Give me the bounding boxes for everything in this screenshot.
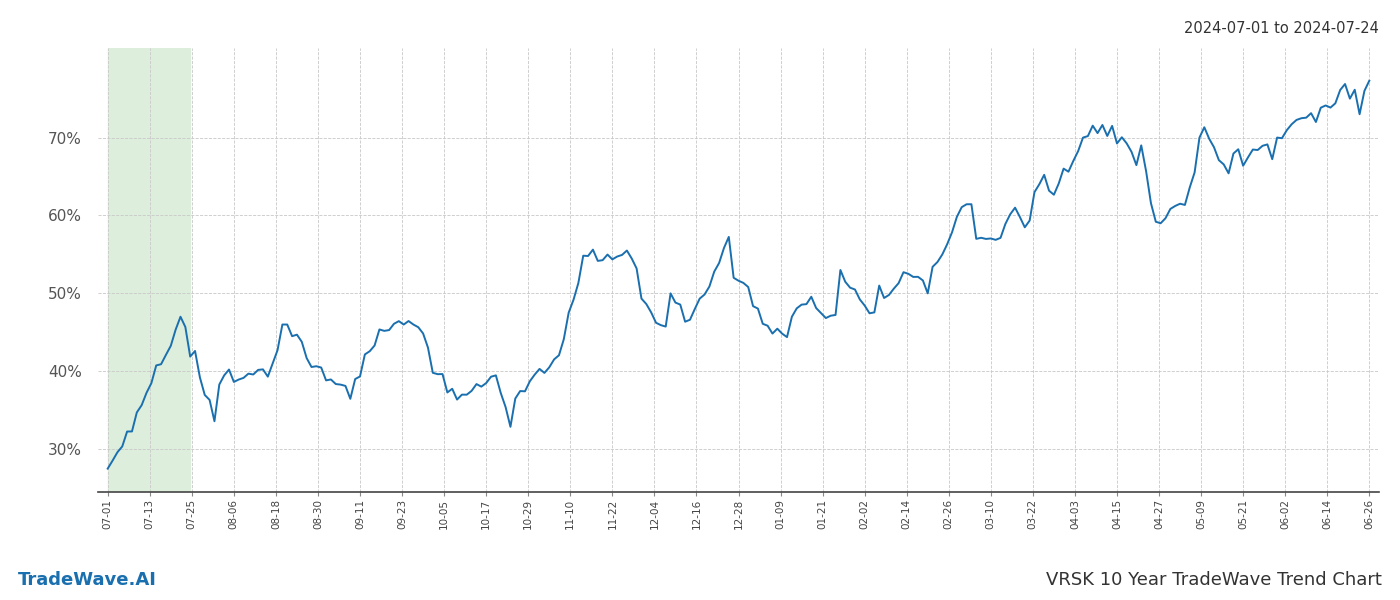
Text: TradeWave.AI: TradeWave.AI bbox=[18, 571, 157, 589]
Bar bbox=[108, 48, 190, 492]
Text: VRSK 10 Year TradeWave Trend Chart: VRSK 10 Year TradeWave Trend Chart bbox=[1046, 571, 1382, 589]
Text: 2024-07-01 to 2024-07-24: 2024-07-01 to 2024-07-24 bbox=[1184, 21, 1379, 36]
